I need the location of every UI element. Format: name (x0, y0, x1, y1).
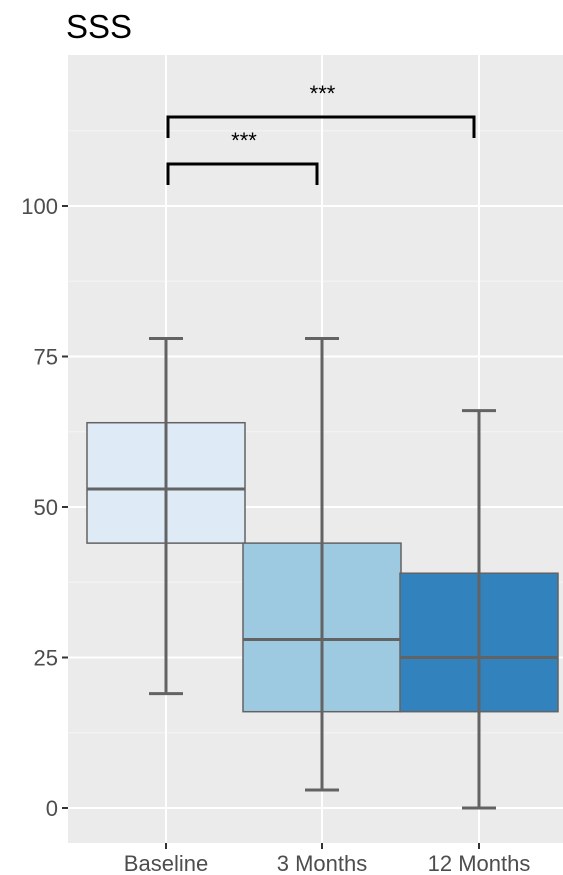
y-tick-label: 0 (46, 796, 58, 821)
bracket-line (166, 162, 319, 185)
x-axis: Baseline 3 Months 12 Months (124, 843, 531, 875)
box-12-months (399, 409, 559, 810)
chart-title: SSS (66, 8, 133, 45)
significance-brackets: *** *** (166, 81, 476, 185)
box-baseline (86, 336, 246, 696)
x-tick-label: 12 Months (428, 851, 531, 875)
significance-label: *** (231, 128, 257, 153)
significance-bracket: *** (166, 81, 476, 138)
y-tick-label: 50 (34, 495, 58, 520)
y-tick-label: 100 (21, 194, 58, 219)
box-3-months (242, 336, 402, 792)
x-tick-label: Baseline (124, 851, 208, 875)
significance-bracket: *** (166, 128, 319, 185)
y-tick-label: 25 (34, 646, 58, 671)
box-series (86, 336, 559, 810)
y-axis: 0 25 50 75 100 (21, 194, 68, 821)
bracket-line (166, 115, 476, 138)
x-tick-label: 3 Months (277, 851, 368, 875)
significance-label: *** (310, 81, 336, 106)
y-tick-label: 75 (34, 345, 58, 370)
